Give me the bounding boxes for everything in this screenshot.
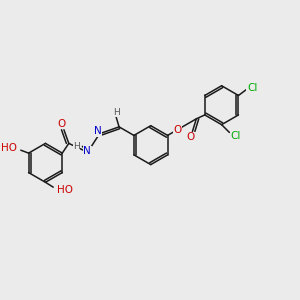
Text: Cl: Cl [247, 83, 257, 93]
Text: H: H [113, 108, 119, 117]
Text: HO: HO [57, 185, 73, 195]
Text: N: N [83, 146, 91, 156]
Text: N: N [94, 126, 102, 136]
Text: O: O [174, 124, 182, 134]
Text: Cl: Cl [230, 131, 240, 141]
Text: H: H [73, 142, 80, 151]
Text: O: O [186, 132, 195, 142]
Text: O: O [58, 119, 66, 129]
Text: HO: HO [1, 143, 17, 153]
